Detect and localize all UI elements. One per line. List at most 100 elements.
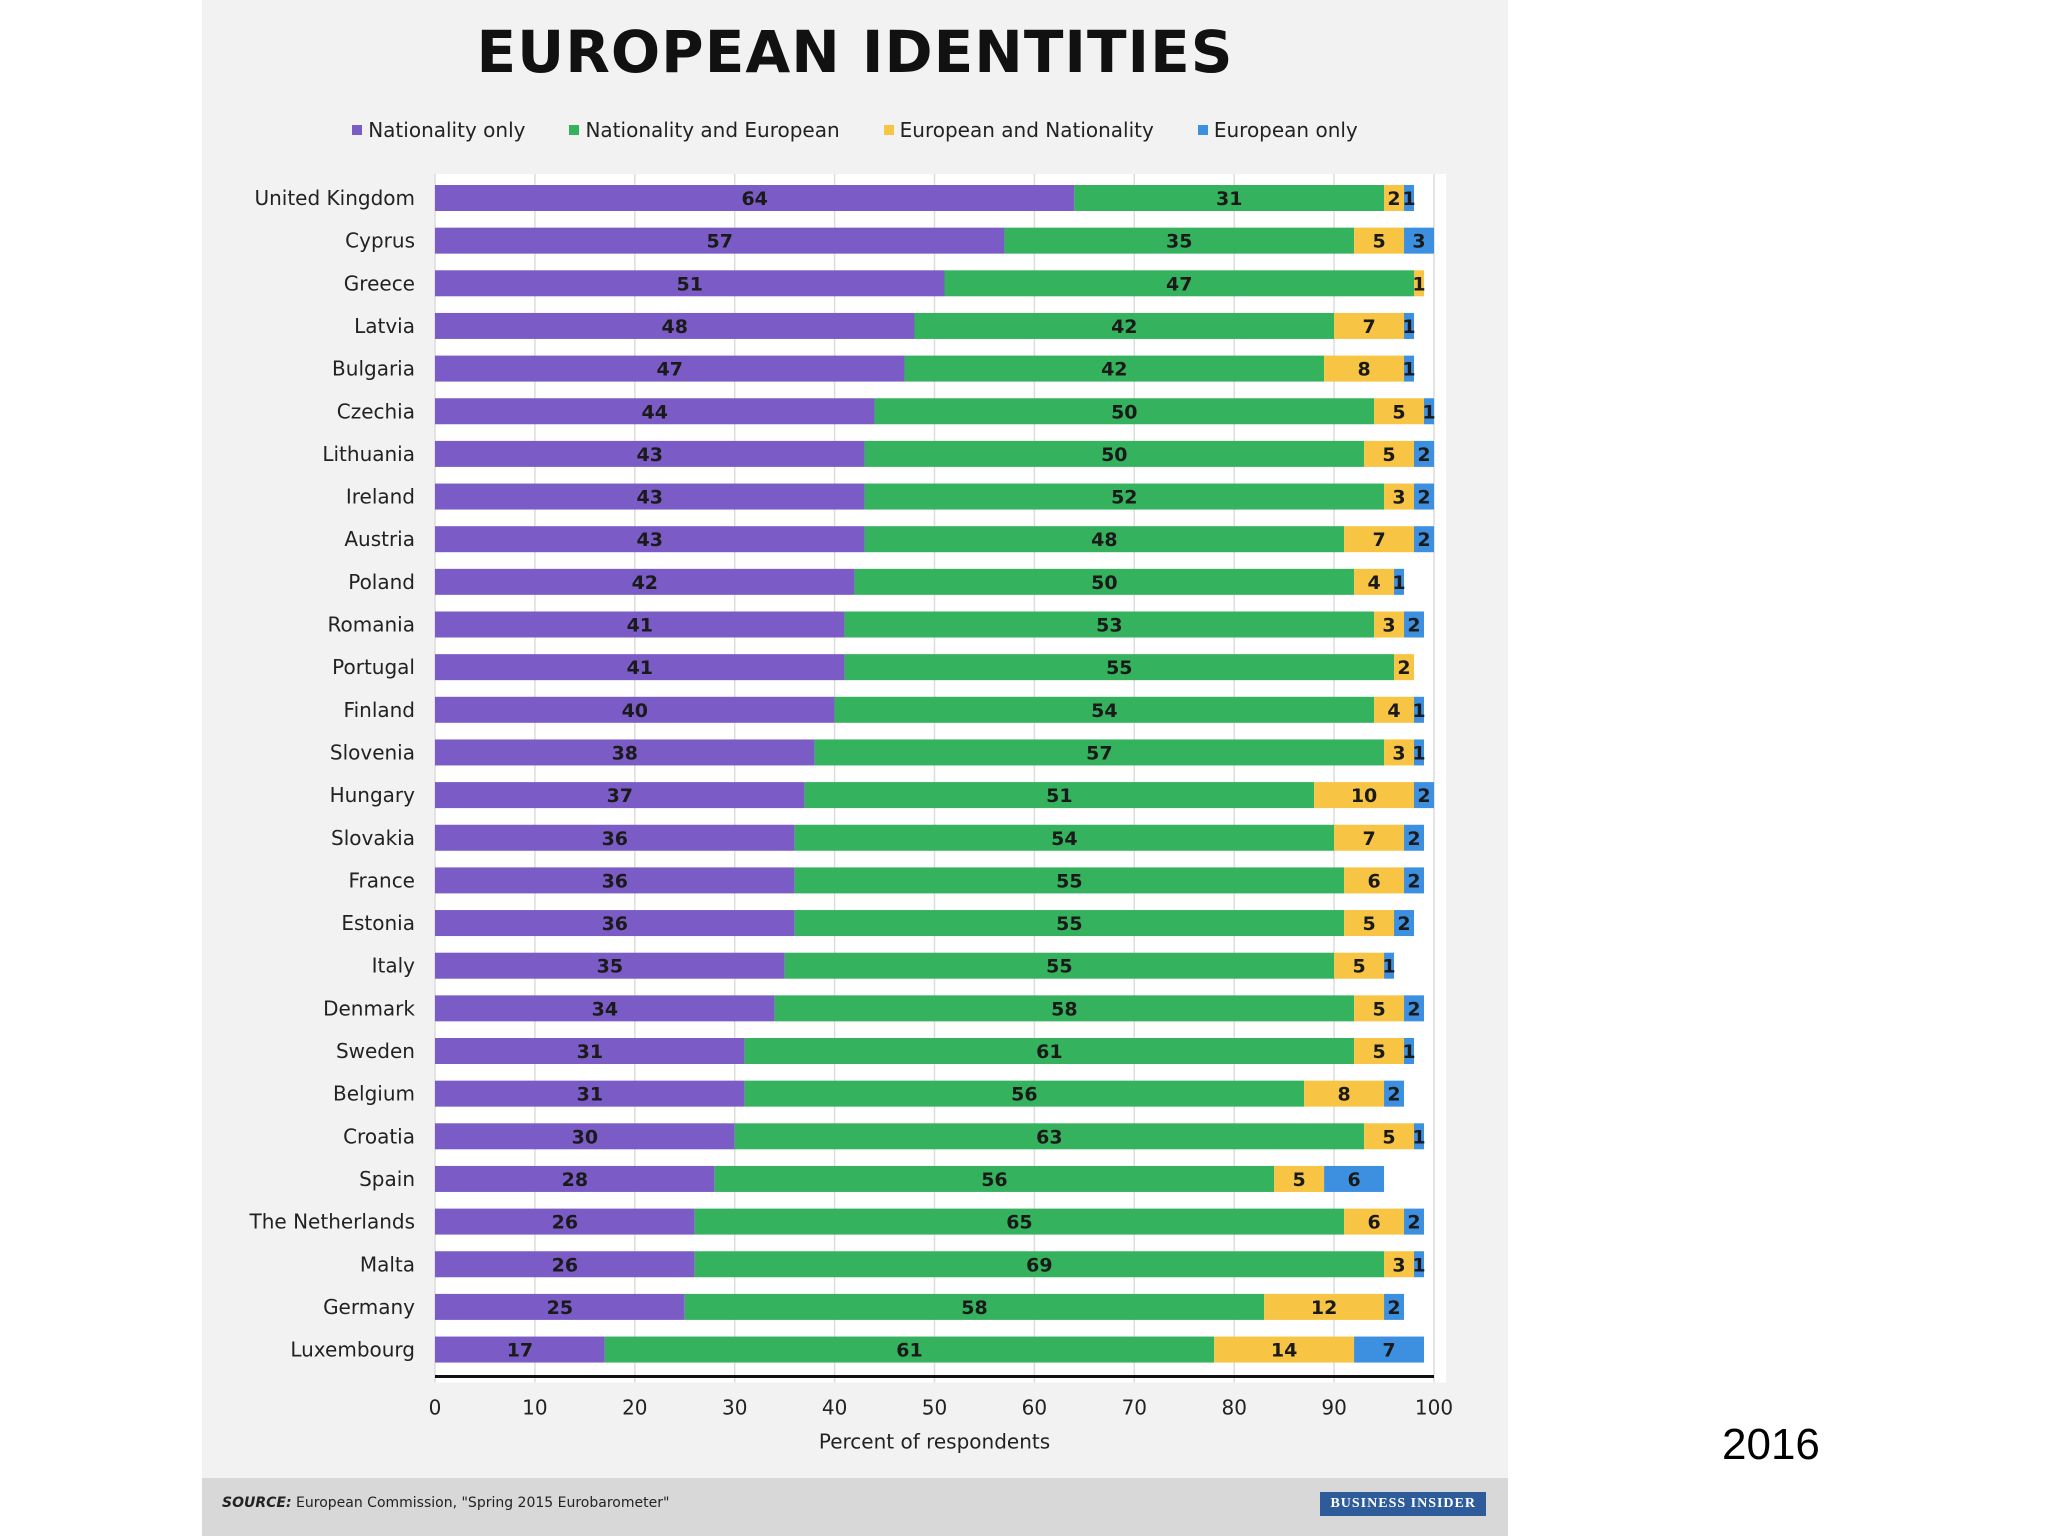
data-label: 26 <box>552 1212 578 1234</box>
data-label: 2 <box>1397 657 1410 679</box>
data-label: 7 <box>1362 316 1375 338</box>
data-label: 43 <box>637 529 663 551</box>
data-label: 2 <box>1407 870 1420 892</box>
bar-segment <box>435 440 865 467</box>
x-tick-label: 20 <box>622 1396 647 1420</box>
data-label: 5 <box>1392 401 1405 423</box>
bar-segment <box>1404 185 1415 211</box>
bar-segment <box>844 654 1395 681</box>
x-tick-label: 0 <box>429 1396 442 1420</box>
category-label: Ireland <box>346 485 415 509</box>
data-label: 34 <box>592 998 618 1020</box>
bar-segment <box>1344 526 1415 553</box>
data-label: 2 <box>1387 1297 1400 1319</box>
bar-segment <box>854 568 1355 595</box>
category-label: Portugal <box>332 655 415 679</box>
data-label: 3 <box>1392 1254 1405 1276</box>
x-tick-label: 30 <box>722 1396 747 1420</box>
bar-segment <box>734 1123 1365 1150</box>
x-tick-label: 70 <box>1122 1396 1147 1420</box>
bar-segment <box>1424 398 1434 425</box>
data-label: 2 <box>1417 529 1430 551</box>
bar-segment <box>784 952 1335 979</box>
bar-segment <box>435 1208 695 1235</box>
bar-segment <box>1404 355 1415 382</box>
bar-segment <box>1404 867 1425 894</box>
bar-segment <box>1404 1208 1425 1235</box>
data-label: 43 <box>637 444 663 466</box>
legend-label: Nationality and European <box>585 118 840 142</box>
bar-segment <box>435 1251 695 1278</box>
legend-swatch <box>883 125 894 135</box>
data-label: 3 <box>1392 487 1405 509</box>
legend-swatch <box>569 125 580 135</box>
bar-segment <box>1214 1336 1355 1363</box>
data-label: 42 <box>1111 316 1137 338</box>
data-label: 2 <box>1417 444 1430 466</box>
bar-segment <box>834 696 1375 723</box>
data-label: 52 <box>1111 487 1137 509</box>
data-label: 14 <box>1271 1340 1297 1362</box>
category-label: Czechia <box>337 399 415 423</box>
bar-segment <box>1414 483 1434 510</box>
bar-segment <box>874 398 1375 425</box>
category-label: Estonia <box>341 911 415 935</box>
brand-logo: BUSINESS INSIDER <box>1320 1492 1486 1516</box>
data-label: 64 <box>741 188 767 210</box>
bar-segment <box>1414 782 1434 809</box>
data-label: 3 <box>1412 231 1425 253</box>
bar-segment <box>1264 1293 1385 1320</box>
data-label: 36 <box>602 828 628 850</box>
bar-segment <box>1364 1123 1415 1150</box>
source-text: European Commission, "Spring 2015 Euroba… <box>296 1495 670 1511</box>
data-label: 57 <box>706 231 732 253</box>
data-label: 51 <box>1046 785 1072 807</box>
data-label: 2 <box>1407 998 1420 1020</box>
bar-segment <box>1384 739 1415 766</box>
category-label: Croatia <box>343 1124 415 1148</box>
data-label: 41 <box>627 657 653 679</box>
x-tick-label: 10 <box>522 1396 547 1420</box>
category-label: Romania <box>328 613 415 637</box>
data-label: 69 <box>1026 1254 1052 1276</box>
bar-segment <box>435 739 815 766</box>
bar-segment <box>435 185 1075 211</box>
legend-item: European and Nationality <box>883 118 1154 142</box>
data-label: 55 <box>1056 870 1082 892</box>
legend-swatch <box>352 125 363 135</box>
data-label: 5 <box>1372 1041 1385 1063</box>
data-label: 5 <box>1382 444 1395 466</box>
bar-segment <box>1404 312 1415 339</box>
data-label: 6 <box>1367 1212 1380 1234</box>
bar-segment <box>1334 824 1405 851</box>
bar-segment <box>435 270 945 297</box>
bar-segment <box>1314 782 1415 809</box>
category-label: United Kingdom <box>254 186 415 210</box>
data-label: 1 <box>1402 1041 1415 1063</box>
bar-segment <box>435 1165 715 1192</box>
category-label: Spain <box>359 1167 415 1191</box>
category-label: Poland <box>348 570 415 594</box>
bar-segment <box>1404 824 1425 851</box>
data-label: 2 <box>1407 828 1420 850</box>
bar-segment <box>1334 952 1385 979</box>
bar-segment <box>435 782 805 809</box>
data-label: 55 <box>1056 913 1082 935</box>
category-label: Bulgaria <box>332 357 415 381</box>
bar-segment <box>435 1293 685 1320</box>
x-tick-label: 100 <box>1415 1396 1453 1420</box>
bar-segment <box>1344 867 1405 894</box>
bar-segment <box>1404 227 1434 254</box>
x-tick-label: 50 <box>922 1396 947 1420</box>
data-label: 2 <box>1387 1084 1400 1106</box>
bar-segment <box>1354 1038 1405 1064</box>
plot-area <box>435 174 1446 1383</box>
year-label: 2016 <box>1722 1420 1820 1469</box>
bar-segment <box>1384 185 1405 211</box>
bar-segment <box>794 824 1335 851</box>
data-label: 43 <box>637 487 663 509</box>
x-tick-label: 90 <box>1321 1396 1346 1420</box>
data-label: 38 <box>612 742 638 764</box>
data-label: 4 <box>1367 572 1380 594</box>
data-label: 58 <box>961 1297 987 1319</box>
